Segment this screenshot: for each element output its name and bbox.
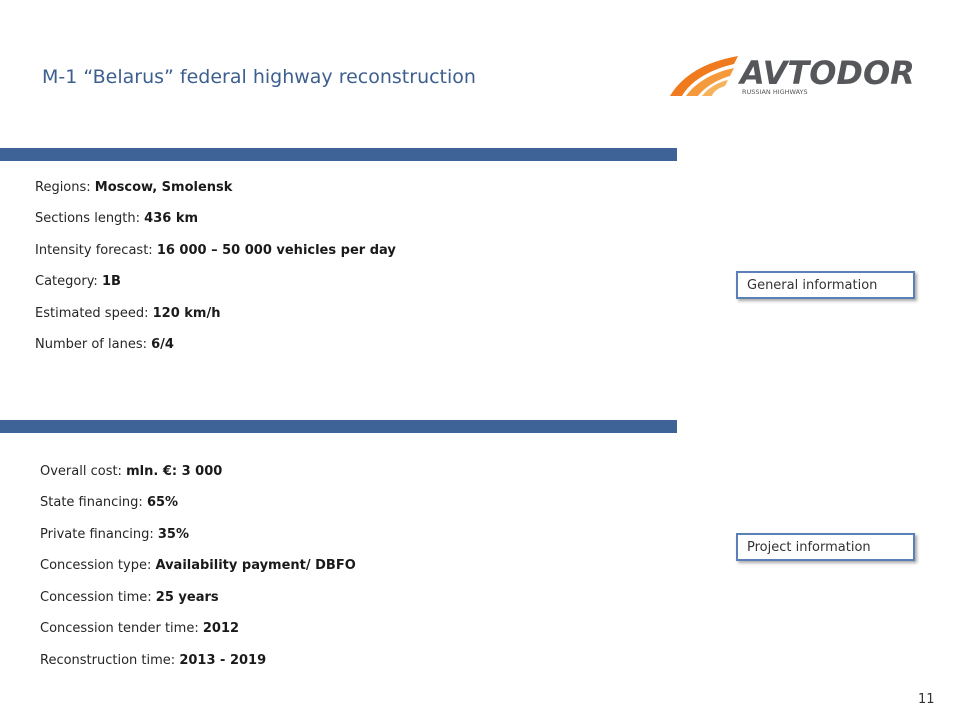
list-item: Reconstruction time: 2013 - 2019 xyxy=(40,653,267,668)
list-item: Concession tender time: 2012 xyxy=(40,621,240,636)
logo-tagline-text: RUSSIAN HIGHWAYS xyxy=(742,88,808,96)
list-item: Concession time: 25 years xyxy=(40,590,219,605)
slide-title: M-1 “Belarus” federal highway reconstruc… xyxy=(42,66,476,88)
list-item: Number of lanes: 6/4 xyxy=(35,337,174,352)
list-item: Concession type: Availability payment/ D… xyxy=(40,558,356,573)
list-item: Overall cost: mln. €: 3 000 xyxy=(40,464,223,479)
list-item: State financing: 65% xyxy=(40,495,179,510)
list-item: Regions: Moscow, Smolensk xyxy=(35,180,233,195)
project-information-tag: Project information xyxy=(736,533,915,561)
list-item: Intensity forecast: 16 000 – 50 000 vehi… xyxy=(35,243,396,258)
section-divider-general xyxy=(0,148,677,161)
logo-brand-text: AVTODOR xyxy=(737,54,915,92)
list-item: Sections length: 436 km xyxy=(35,211,199,226)
logo-road-stripes-icon xyxy=(670,56,738,96)
general-information-tag: General information xyxy=(736,271,915,299)
avtodor-logo: AVTODOR RUSSIAN HIGHWAYS xyxy=(670,54,915,96)
section-divider-project xyxy=(0,420,677,433)
list-item: Category: 1B xyxy=(35,274,121,289)
list-item: Estimated speed: 120 km/h xyxy=(35,306,221,321)
list-item: Private financing: 35% xyxy=(40,527,189,542)
page-number: 11 xyxy=(918,692,935,707)
